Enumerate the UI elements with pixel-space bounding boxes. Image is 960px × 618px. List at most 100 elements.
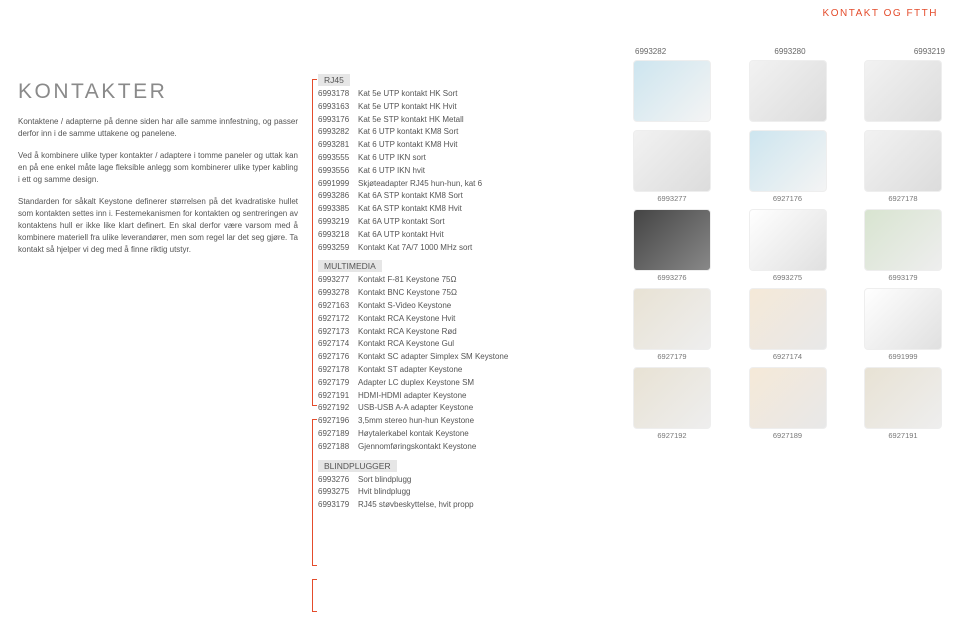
image-cell: 6927178 xyxy=(851,130,955,203)
product-line: 6993276Sort blindplugg xyxy=(318,474,638,487)
product-code: 6993385 xyxy=(318,203,358,216)
product-code: 6993259 xyxy=(318,242,358,255)
product-desc: Kontakt RCA Keystone Gul xyxy=(358,339,454,348)
product-image xyxy=(633,367,711,429)
product-desc: Kat 6A UTP kontakt Sort xyxy=(358,217,445,226)
product-image xyxy=(864,60,942,122)
image-cell: 6927191 xyxy=(851,367,955,440)
image-cell: 6991999 xyxy=(851,288,955,361)
image-row: 692719269271896927191 xyxy=(620,367,955,440)
image-cell xyxy=(736,60,840,124)
section-head: BLINDPLUGGER xyxy=(318,460,397,472)
product-listing: RJ456993178Kat 5e UTP kontakt HK Sort699… xyxy=(318,70,638,512)
image-cell: 6927179 xyxy=(620,288,724,361)
product-code: 6993219 xyxy=(318,216,358,229)
product-desc: Kontakt ST adapter Keystone xyxy=(358,365,462,374)
product-desc: Skjøteadapter RJ45 hun-hun, kat 6 xyxy=(358,179,482,188)
product-image xyxy=(633,288,711,350)
product-desc: Kontakt RCA Keystone Rød xyxy=(358,327,457,336)
image-label: 6927179 xyxy=(620,352,724,361)
product-code: 6927163 xyxy=(318,300,358,313)
image-label: 6927192 xyxy=(620,431,724,440)
product-image xyxy=(864,367,942,429)
image-label: 6927174 xyxy=(736,352,840,361)
image-cell: 6993275 xyxy=(736,209,840,282)
product-code: 6991999 xyxy=(318,178,358,191)
top-code-a: 6993282 xyxy=(635,47,666,56)
page-header: KONTAKT OG FTTH xyxy=(823,8,938,19)
product-line: 6927173Kontakt RCA Keystone Rød xyxy=(318,326,638,339)
left-title: KONTAKTER xyxy=(18,80,298,104)
product-desc: Kontakt F-81 Keystone 75Ω xyxy=(358,275,456,284)
product-code: 6993278 xyxy=(318,287,358,300)
top-code-b: 6993280 xyxy=(774,47,805,56)
product-image xyxy=(633,60,711,122)
product-desc: HDMI-HDMI adapter Keystone xyxy=(358,391,466,400)
product-desc: Høytalerkabel kontak Keystone xyxy=(358,429,469,438)
product-line: 6927172Kontakt RCA Keystone Hvit xyxy=(318,313,638,326)
product-line: 6993219Kat 6A UTP kontakt Sort xyxy=(318,216,638,229)
product-code: 6927174 xyxy=(318,338,358,351)
product-image xyxy=(864,288,942,350)
product-code: 6927191 xyxy=(318,390,358,403)
product-line: 6927179Adapter LC duplex Keystone SM xyxy=(318,377,638,390)
image-cell: 6993276 xyxy=(620,209,724,282)
left-paragraph-1: Kontaktene / adapterne på denne siden ha… xyxy=(18,116,298,140)
product-desc: Kontakt Kat 7A/7 1000 MHz sort xyxy=(358,243,472,252)
product-code: 6993282 xyxy=(318,126,358,139)
product-code: 6993218 xyxy=(318,229,358,242)
product-line: 6993176Kat 5e STP kontakt HK Metall xyxy=(318,114,638,127)
product-code: 6927173 xyxy=(318,326,358,339)
image-label: 6993275 xyxy=(736,273,840,282)
product-line: 6927178Kontakt ST adapter Keystone xyxy=(318,364,638,377)
top-code-c: 6993219 xyxy=(914,47,945,56)
product-code: 6927189 xyxy=(318,428,358,441)
product-image xyxy=(749,209,827,271)
section-head: MULTIMEDIA xyxy=(318,260,382,272)
product-desc: RJ45 støvbeskyttelse, hvit propp xyxy=(358,500,474,509)
product-line: 6927188Gjennomføringskontakt Keystone xyxy=(318,441,638,454)
product-desc: Kat 5e STP kontakt HK Metall xyxy=(358,115,464,124)
image-label: 6993277 xyxy=(620,194,724,203)
product-line: 6993281Kat 6 UTP kontakt KM8 Hvit xyxy=(318,139,638,152)
product-desc: Kat 5e UTP kontakt HK Sort xyxy=(358,89,457,98)
product-line: 6991999Skjøteadapter RJ45 hun-hun, kat 6 xyxy=(318,178,638,191)
image-cell: 6927174 xyxy=(736,288,840,361)
product-image-grid: 6993277692717669271786993276699327569931… xyxy=(620,60,955,446)
product-image xyxy=(633,209,711,271)
bracket-multimedia xyxy=(312,419,317,566)
product-desc: Kat 6 UTP kontakt KM8 Sort xyxy=(358,127,458,136)
image-row xyxy=(620,60,955,124)
product-desc: Gjennomføringskontakt Keystone xyxy=(358,442,476,451)
product-code: 6993176 xyxy=(318,114,358,127)
product-code: 6993179 xyxy=(318,499,358,512)
image-cell: 6993179 xyxy=(851,209,955,282)
bracket-rj45 xyxy=(312,79,317,406)
image-label: 6927178 xyxy=(851,194,955,203)
product-line: 6993275Hvit blindplugg xyxy=(318,486,638,499)
product-desc: Kat 6A STP kontakt KM8 Hvit xyxy=(358,204,462,213)
product-code: 6993555 xyxy=(318,152,358,165)
image-cell: 6993277 xyxy=(620,130,724,203)
product-line: 6927192USB-USB A-A adapter Keystone xyxy=(318,402,638,415)
product-code: 6993178 xyxy=(318,88,358,101)
product-line: 6993259Kontakt Kat 7A/7 1000 MHz sort xyxy=(318,242,638,255)
image-row: 6927179 6927174 6991999 xyxy=(620,288,955,361)
product-desc: Kontakt BNC Keystone 75Ω xyxy=(358,288,457,297)
product-code: 6993286 xyxy=(318,190,358,203)
image-cell xyxy=(620,60,724,124)
product-code: 6927188 xyxy=(318,441,358,454)
product-line: 6927191HDMI-HDMI adapter Keystone xyxy=(318,390,638,403)
left-paragraph-3: Standarden for såkalt Keystone definerer… xyxy=(18,196,298,256)
image-label: 6927191 xyxy=(851,431,955,440)
bracket-blindplugger xyxy=(312,579,317,612)
product-line: 6993278Kontakt BNC Keystone 75Ω xyxy=(318,287,638,300)
product-code: 6993276 xyxy=(318,474,358,487)
product-desc: Kat 6 UTP IKN sort xyxy=(358,153,426,162)
product-line: 69271963,5mm stereo hun-hun Keystone xyxy=(318,415,638,428)
product-line: 6927174Kontakt RCA Keystone Gul xyxy=(318,338,638,351)
top-codes-row: 6993282 6993280 6993219 xyxy=(635,47,945,56)
product-line: 6993282Kat 6 UTP kontakt KM8 Sort xyxy=(318,126,638,139)
product-line: 6993178Kat 5e UTP kontakt HK Sort xyxy=(318,88,638,101)
product-line: 6927176Kontakt SC adapter Simplex SM Key… xyxy=(318,351,638,364)
